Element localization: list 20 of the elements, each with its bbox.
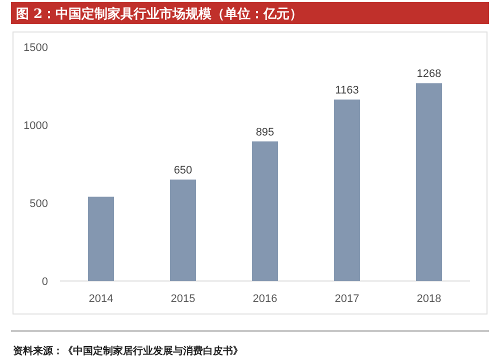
y-tick-label: 1500: [24, 42, 48, 54]
x-tick-label: 2016: [252, 293, 278, 305]
y-tick-label: 500: [30, 198, 48, 210]
bar: [416, 83, 442, 281]
data-label: 1163: [335, 84, 359, 97]
chart-title: 图 2：中国定制家具行业市场规模（单位：亿元）: [16, 6, 303, 22]
data-label: 1268: [416, 68, 442, 80]
data-label: 650: [174, 164, 192, 177]
x-tick-label: 2014: [88, 293, 114, 305]
x-tick-label: 2015: [170, 293, 196, 305]
x-tick-label: 2018: [416, 293, 442, 305]
data-label: 895: [256, 126, 274, 138]
bar: [252, 141, 278, 281]
bar: [334, 100, 360, 281]
bar: [170, 180, 196, 281]
bar: [88, 196, 114, 281]
text: 资料来源：《中国定制家居行业发展与消费白皮书》: [13, 345, 243, 357]
y-tick-label: 1000: [24, 120, 48, 132]
y-tick-label: 0: [42, 276, 48, 288]
x-tick-label: 2017: [334, 293, 360, 305]
